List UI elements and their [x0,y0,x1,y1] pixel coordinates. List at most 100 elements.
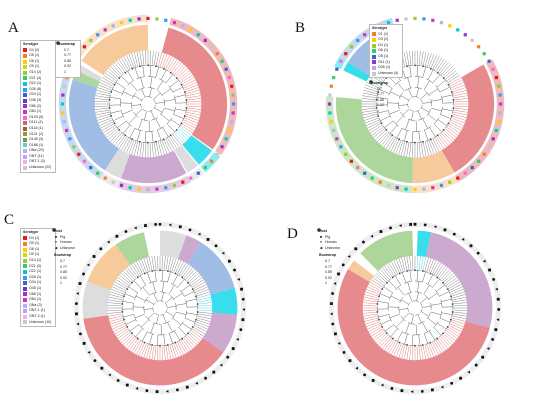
branch-line [452,92,468,97]
branch-line [114,62,124,75]
branch-line [186,98,202,101]
serotype-marker [422,17,426,21]
branch-line [439,86,450,93]
branch-line [366,321,380,327]
branch-line [415,120,417,132]
bootstrap-value: 1 [325,281,327,286]
host-marker [409,223,413,226]
branch-line [194,286,208,293]
host-marker [178,225,182,229]
legend-label: O121 (2) [29,131,44,136]
branch-line [141,343,147,357]
branch-line [117,277,130,286]
branch-line [438,267,448,279]
branch-line [409,142,412,158]
branch-line [406,256,410,271]
branch-line [415,324,417,335]
branch-line [94,105,110,107]
branch-line [448,284,462,291]
branch-line [129,265,138,278]
bootstrap-node [381,326,384,328]
bootstrap-node [391,337,394,340]
serotype-marker [68,137,72,141]
branch-line [409,65,412,77]
branch-line [396,259,402,273]
bootstrap-title: Bootstrap [58,42,75,46]
host-list: ■ Pig ● Human ◀ Unknown [319,235,341,252]
branch-line [390,328,398,338]
branch-line [112,64,123,76]
branch-line [428,259,434,273]
branch-line [175,66,186,77]
branch-arc [409,108,414,112]
branch-line [445,330,458,339]
branch-line [142,65,145,77]
serotype-marker [220,145,224,149]
branch-line [451,296,467,301]
host-marker [348,359,352,363]
legend-swatch [23,115,27,120]
branch-line [133,262,142,276]
host-shape-icon: ◀ [319,245,323,250]
branch-line [368,284,382,291]
serotype-marker [344,152,348,156]
branch-line [193,284,207,291]
bootstrap-title: Bootstrap [371,81,388,85]
branch-line [412,345,414,361]
serotype-marker [103,176,107,180]
branch-arc [407,103,409,108]
serotype-marker [487,59,491,63]
branch-line [451,117,465,124]
bootstrap-node [421,344,424,346]
clade-sector [83,315,224,386]
branch-line [424,344,429,359]
branch-line [145,142,147,158]
branch-line [450,289,464,295]
branch-line [441,270,453,282]
bootstrap-node [406,270,409,272]
host-item: ◀ Unknown [319,246,341,252]
legend-label: O8 (1) [29,58,40,63]
host-marker [362,240,365,244]
bootstrap-node [147,141,149,144]
legend-swatch [23,297,27,302]
legend-swatch [23,70,27,75]
branch-line [163,55,170,69]
host-marker [241,297,245,301]
branch-line [437,322,447,330]
bootstrap-node [451,303,454,305]
branch-line [182,265,191,278]
branch-line [130,82,138,92]
legend-item: O84 (1) [23,297,53,303]
branch-line [108,296,124,301]
bootstrap-node [381,288,384,290]
serotype-marker [339,59,343,63]
branch-line [424,52,429,67]
branch-line [149,50,151,66]
branch-line [101,123,115,131]
branch-line [186,312,198,315]
bootstrap-node [110,115,113,117]
serotype-marker [137,17,141,21]
clade-sector [177,235,202,264]
branch-line [140,77,144,89]
branch-line [136,261,143,275]
clade-sector [81,24,148,75]
legend-label: O26 (8) [29,86,42,91]
branch-line [122,334,134,346]
branch-line [416,87,419,97]
branch-line [393,139,400,153]
host-marker [237,277,240,281]
bootstrap-node [436,276,439,279]
branch-line [196,294,211,299]
branch-arc [409,312,414,316]
host-shape-icon: ■ [54,234,58,239]
branch-line [167,271,171,283]
branch-line [453,95,468,99]
branch-line [142,50,145,66]
branch-arc [147,96,153,99]
branch-line [377,334,389,346]
branch-line [138,260,145,274]
branch-arc [140,98,144,102]
branch-line [442,66,453,77]
